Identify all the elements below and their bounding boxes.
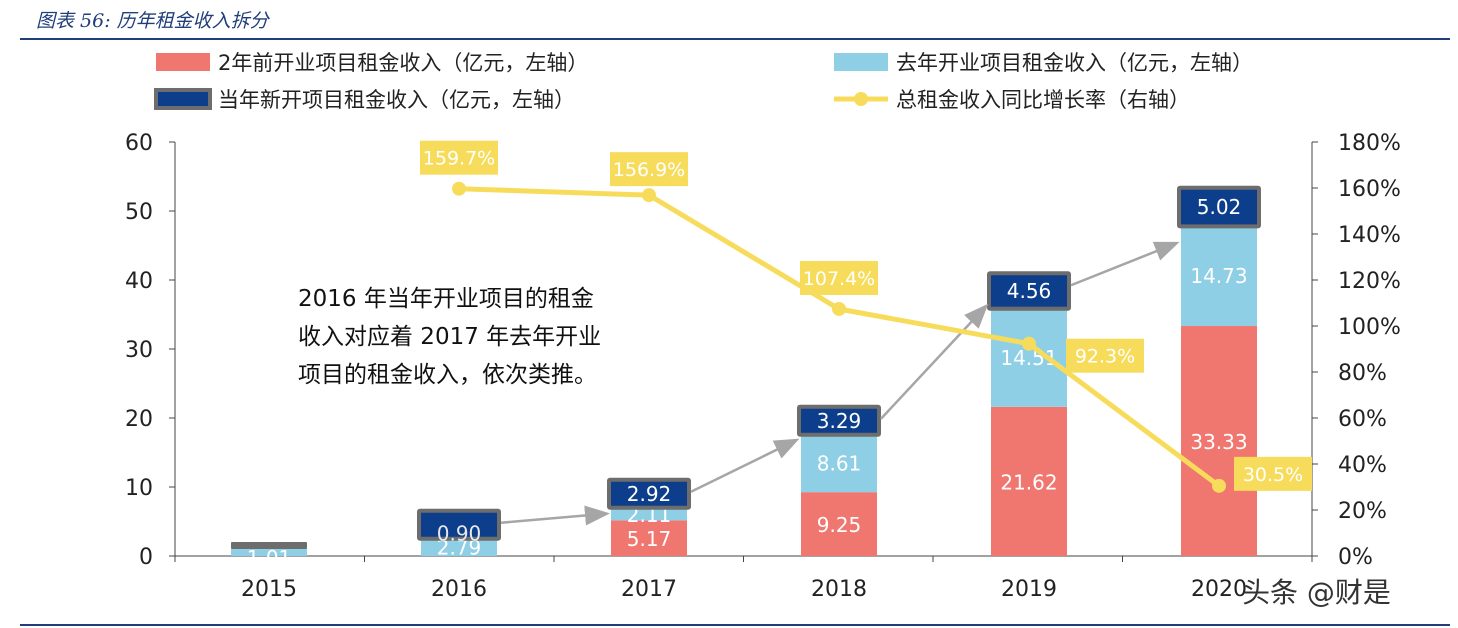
bar-value-label: 8.61 [817, 451, 862, 475]
bar-value-label: 4.56 [1007, 279, 1052, 303]
trend-arrows [500, 241, 1180, 526]
x-tick-label: 2018 [811, 577, 867, 602]
bar-segment-lastyr [421, 536, 497, 556]
annotation-line: 项目的租金收入，依次类推。 [298, 362, 597, 388]
annotation-line: 收入对应着 2017 年去年开业 [298, 324, 601, 350]
legend-swatch [156, 53, 210, 71]
right-tick-label: 140% [1338, 223, 1401, 248]
legend-label: 去年开业项目租金收入（亿元，左轴） [896, 51, 1253, 75]
annotation-line: 2016 年当年开业项目的租金 [298, 286, 594, 312]
bar-segment-2yr [1181, 326, 1257, 556]
right-tick-label: 80% [1338, 361, 1387, 386]
bar-value-label: 0.90 [437, 522, 482, 546]
bar-value-label: 21.62 [1000, 470, 1057, 494]
growth-line-point [642, 188, 656, 203]
growth-label: 30.5% [1243, 464, 1303, 486]
growth-label: 159.7% [423, 148, 495, 170]
x-tick-label: 2020 [1191, 577, 1247, 602]
bar-segment-lastyr [231, 549, 307, 556]
bar-segment-lastyr [991, 306, 1067, 407]
legend-label: 当年新开项目租金收入（亿元，左轴） [218, 88, 575, 112]
left-tick-label: 40 [125, 269, 153, 294]
bar-segment-newyr [1181, 189, 1257, 225]
left-tick-label: 60 [125, 131, 153, 156]
bottom-rule [20, 624, 1450, 626]
x-tick-label: 2017 [621, 577, 677, 602]
bar-segment-newyr [421, 512, 497, 537]
left-tick-label: 10 [125, 476, 153, 501]
trend-arrow [1070, 241, 1180, 287]
bar-segment-newyr [991, 275, 1067, 307]
right-tick-label: 180% [1338, 131, 1401, 156]
right-tick-label: 160% [1338, 177, 1401, 202]
legend-swatch-marker [854, 92, 868, 106]
legend-label: 总租金收入同比增长率（右轴） [896, 88, 1190, 112]
trend-arrow [500, 505, 610, 526]
left-tick-label: 30 [125, 338, 153, 363]
bar-value-label: 5.17 [627, 527, 672, 551]
bar-value-label: 9.25 [817, 513, 862, 537]
x-tick-label: 2019 [1001, 577, 1057, 602]
title-rule [20, 38, 1450, 40]
growth-label-box [1066, 338, 1144, 373]
bar-segment-newyr [611, 481, 687, 506]
growth-label-box [1234, 456, 1312, 491]
right-tick-label: 100% [1338, 315, 1401, 340]
left-tick-label: 50 [125, 200, 153, 225]
x-tick-label: 2015 [241, 577, 297, 602]
bar-segment-lastyr [1181, 224, 1257, 327]
bar-value-label: 3.29 [817, 409, 862, 433]
bar-value-label: 33.33 [1190, 430, 1247, 454]
legend-label: 2年前开业项目租金收入（亿元，左轴） [218, 51, 588, 75]
bar-segment-newyr [801, 408, 877, 433]
growth-line-point [1212, 478, 1226, 493]
growth-line-point [1022, 336, 1036, 351]
right-tick-label: 0% [1338, 545, 1373, 570]
right-tick-label: 20% [1338, 499, 1387, 524]
left-tick-label: 20 [125, 407, 153, 432]
trend-arrow [690, 438, 800, 493]
bar-value-label: 14.73 [1190, 264, 1247, 288]
growth-label: 92.3% [1075, 346, 1135, 368]
left-tick-label: 0 [139, 545, 153, 570]
bar-value-label: 5.02 [1197, 195, 1242, 219]
growth-label: 156.9% [613, 159, 685, 181]
bar-segment-2yr [801, 492, 877, 556]
legend-swatch [834, 53, 888, 71]
bar-segment-2yr [991, 406, 1067, 556]
bar-segment-2yr [611, 520, 687, 556]
growth-line: 159.7% 156.9% 107.4% 92.3% 30.5% [420, 140, 1312, 493]
growth-line-point [452, 181, 466, 196]
bar-segment-lastyr [801, 432, 877, 493]
right-tick-label: 40% [1338, 453, 1387, 478]
bar-cap [231, 542, 307, 550]
figure-title: 图表 56: 历年租金收入拆分 [36, 10, 269, 32]
growth-line-point [832, 301, 846, 316]
legend-swatch [154, 88, 212, 110]
bar-value-label: 2.92 [627, 482, 672, 506]
growth-label-box [420, 140, 498, 175]
legend: 2年前开业项目租金收入（亿元，左轴） 当年新开项目租金收入（亿元，左轴） 去年开业项… [154, 51, 1253, 112]
axes: 0 10 20 30 40 50 60 0% 20% 40% 60% 80% 100% 120% 140% 1… [125, 131, 1401, 602]
right-tick-label: 120% [1338, 269, 1401, 294]
trend-arrow [880, 303, 989, 420]
growth-label-box [610, 152, 688, 187]
growth-label: 107.4% [803, 268, 875, 290]
x-tick-label: 2016 [431, 577, 487, 602]
bar-value-label: 1.01 [247, 546, 292, 570]
watermark: 头条 @财是 [1242, 576, 1391, 609]
bars: 1.01 2.790.90 5.172.112.929.258.613.2921.6… [231, 185, 1261, 570]
growth-label-box [800, 260, 878, 295]
right-tick-label: 60% [1338, 407, 1387, 432]
